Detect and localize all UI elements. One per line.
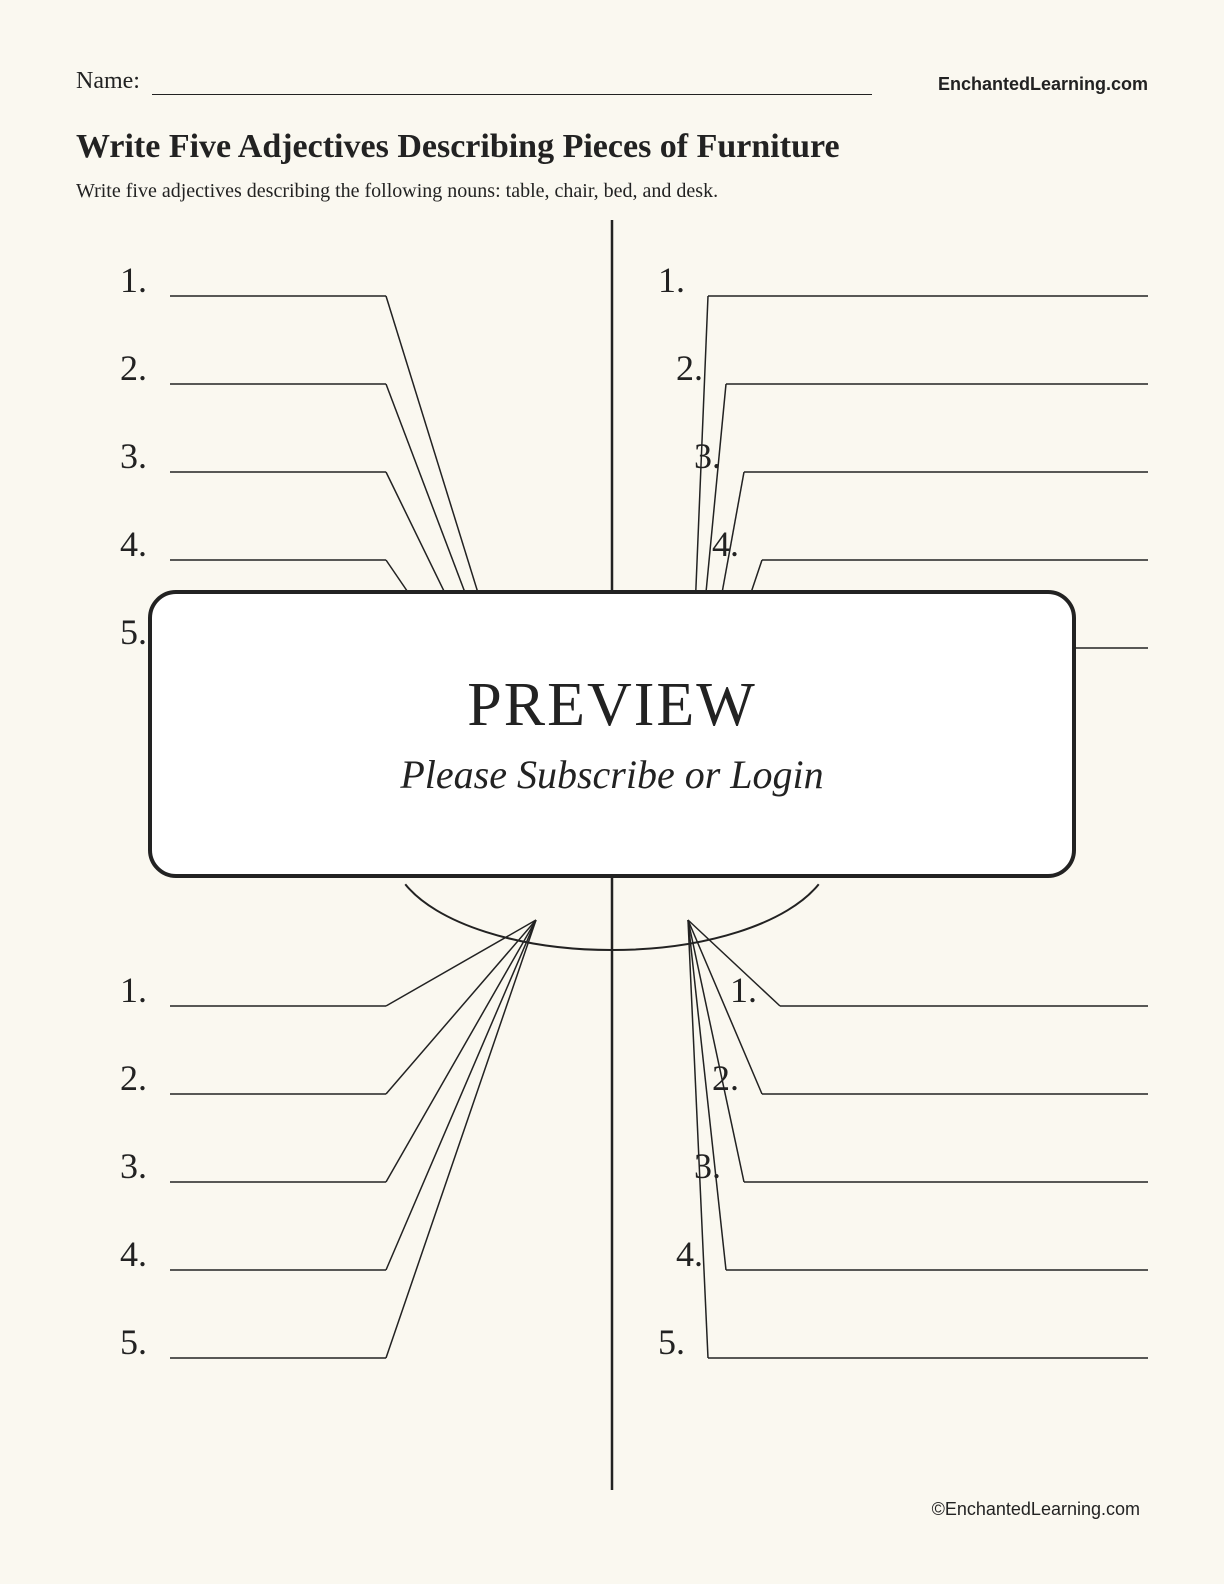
- line-number: 4.: [120, 1234, 147, 1274]
- name-label: Name:: [76, 68, 140, 94]
- line-number: 4.: [676, 1234, 703, 1274]
- line-number: 5.: [120, 1322, 147, 1362]
- line-number: 4.: [120, 524, 147, 564]
- line-number: 5.: [120, 612, 147, 652]
- footer-copyright: ©EnchantedLearning.com: [932, 1499, 1140, 1520]
- line-number: 5.: [658, 1322, 685, 1362]
- site-label: EnchantedLearning.com: [938, 74, 1148, 95]
- line-number: 1.: [120, 970, 147, 1010]
- line-number: 1.: [730, 970, 757, 1010]
- line-number: 3.: [120, 436, 147, 476]
- line-number: 2.: [120, 348, 147, 388]
- page-title: Write Five Adjectives Describing Pieces …: [76, 128, 840, 166]
- name-input-line[interactable]: [152, 74, 872, 95]
- preview-title: PREVIEW: [467, 670, 757, 741]
- line-number: 1.: [120, 260, 147, 300]
- line-number: 3.: [694, 436, 721, 476]
- name-field-wrap: Name:: [76, 68, 872, 95]
- preview-subtitle: Please Subscribe or Login: [400, 751, 823, 798]
- instructions: Write five adjectives describing the fol…: [76, 180, 718, 203]
- page: Name: EnchantedLearning.com Write Five A…: [0, 0, 1224, 1584]
- preview-overlay: PREVIEW Please Subscribe or Login: [148, 590, 1076, 878]
- line-number: 3.: [120, 1146, 147, 1186]
- line-number: 4.: [712, 524, 739, 564]
- header: Name: EnchantedLearning.com: [76, 68, 1148, 95]
- line-number: 1.: [658, 260, 685, 300]
- line-number: 2.: [120, 1058, 147, 1098]
- line-number: 2.: [676, 348, 703, 388]
